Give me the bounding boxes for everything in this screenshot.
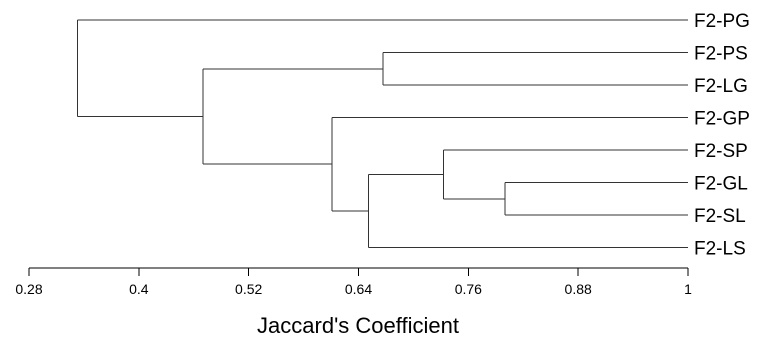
leaf-labels: F2-PG F2-PS F2-LG F2-GP F2-SP F2-GL F2-SL F2-LS <box>694 11 750 260</box>
x-tick-label: 0.4 <box>129 281 149 297</box>
x-tick-label: 0.52 <box>235 281 262 297</box>
x-tick-label: 0.88 <box>565 281 592 297</box>
x-axis-ticks: 0.28 0.4 0.52 0.64 0.76 0.88 1 <box>15 268 692 297</box>
x-axis-title: Jaccard's Coefficient <box>257 313 459 338</box>
leaf-label: F2-GL <box>694 174 748 195</box>
x-tick-label: 1 <box>684 281 692 297</box>
x-tick-label: 0.28 <box>15 281 42 297</box>
leaf-label: F2-PS <box>694 44 748 65</box>
x-tick-label: 0.64 <box>345 281 372 297</box>
leaf-label: F2-LS <box>694 239 746 260</box>
dendrogram-links <box>77 19 688 248</box>
x-tick-label: 0.76 <box>455 281 482 297</box>
leaf-label: F2-SL <box>694 206 746 227</box>
leaf-label: F2-LG <box>694 76 748 97</box>
leaf-label: F2-GP <box>694 109 750 130</box>
leaf-label: F2-SP <box>694 141 748 162</box>
leaf-label: F2-PG <box>694 11 750 32</box>
